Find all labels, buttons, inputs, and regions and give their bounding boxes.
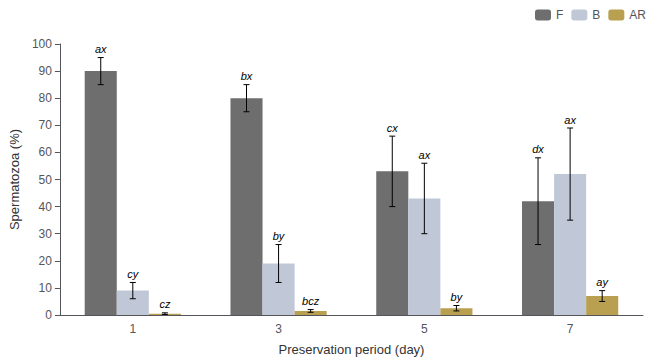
svg-text:70: 70: [39, 118, 53, 132]
svg-text:90: 90: [39, 64, 53, 78]
svg-text:Preservation period (day): Preservation period (day): [278, 342, 424, 357]
svg-text:Spermatozoa (%): Spermatozoa (%): [7, 129, 22, 230]
svg-text:5: 5: [421, 322, 428, 336]
svg-text:0: 0: [45, 308, 52, 322]
svg-text:dx: dx: [532, 143, 544, 155]
svg-text:B: B: [592, 8, 600, 22]
svg-text:cz: cz: [159, 298, 171, 310]
svg-text:F: F: [556, 8, 563, 22]
svg-text:bcz: bcz: [302, 295, 320, 307]
svg-text:by: by: [273, 230, 286, 242]
svg-text:ax: ax: [419, 149, 431, 161]
svg-text:cy: cy: [127, 268, 140, 280]
svg-text:7: 7: [567, 322, 574, 336]
svg-text:ax: ax: [564, 114, 576, 126]
svg-text:ay: ay: [596, 276, 609, 288]
svg-text:20: 20: [39, 254, 53, 268]
svg-text:AR: AR: [629, 8, 646, 22]
svg-text:ax: ax: [95, 43, 107, 55]
svg-text:3: 3: [275, 322, 282, 336]
svg-text:by: by: [451, 291, 464, 303]
svg-text:100: 100: [32, 37, 52, 51]
svg-text:80: 80: [39, 91, 53, 105]
svg-text:40: 40: [39, 200, 53, 214]
svg-text:50: 50: [39, 173, 53, 187]
svg-text:30: 30: [39, 227, 53, 241]
svg-text:cx: cx: [387, 122, 399, 134]
svg-text:10: 10: [39, 281, 53, 295]
svg-text:bx: bx: [241, 70, 253, 82]
svg-text:60: 60: [39, 145, 53, 159]
svg-text:1: 1: [129, 322, 136, 336]
